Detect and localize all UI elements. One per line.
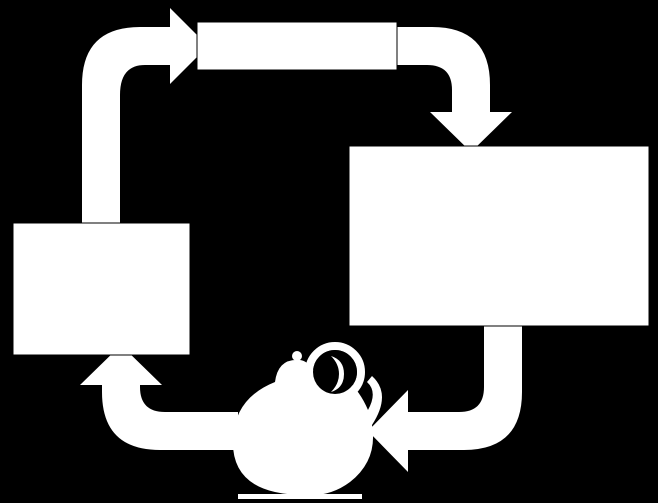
- node-left: [13, 223, 190, 355]
- cycle-diagram: {}: [0, 0, 658, 503]
- node-top: [197, 22, 397, 70]
- investigator-topknot: [292, 351, 302, 361]
- investigator-base: [238, 494, 362, 499]
- node-right: [349, 146, 649, 326]
